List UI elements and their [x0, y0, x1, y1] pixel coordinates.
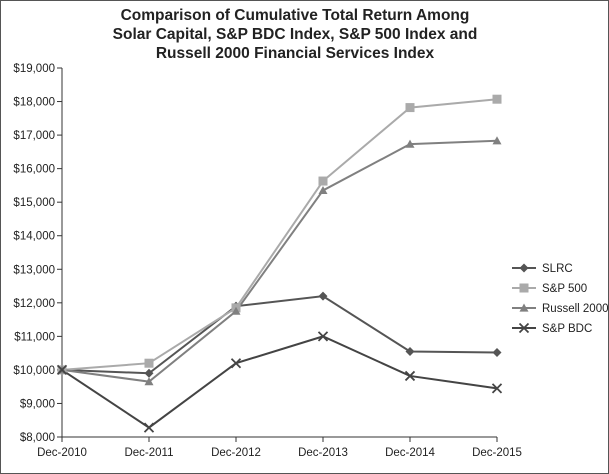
series-line-s-p-bdc [61, 335, 498, 429]
y-tick-label: $12,000 [13, 298, 55, 310]
y-tick-label: $9,000 [20, 398, 55, 410]
y-tick-label: $14,000 [13, 231, 55, 243]
chart-title-line-3: Russell 2000 Financial Services Index [155, 45, 435, 62]
data-point-russell-2000 [492, 136, 502, 145]
data-point-slrc [405, 346, 415, 356]
x-tick-label: Dec-2015 [472, 447, 522, 459]
y-tick-label: $15,000 [13, 197, 55, 209]
series-line-russell-2000 [61, 139, 498, 383]
data-point-s-p-bdc [143, 422, 155, 433]
y-tick-label: $18,000 [13, 97, 55, 109]
legend-label-slrc: SLRC [542, 263, 573, 275]
legend-label-russell-2000: Russell 2000 [542, 303, 608, 315]
data-point-russell-2000 [144, 377, 154, 386]
x-tick-label: Dec-2013 [298, 447, 348, 459]
legend-label-s-p-bdc: S&P BDC [542, 323, 592, 335]
chart-title-line-2: Solar Capital, S&P BDC Index, S&P 500 In… [112, 26, 478, 43]
legend-marker-s-p-bdc [518, 322, 530, 334]
data-point-slrc [492, 347, 502, 357]
y-tick-label: $10,000 [13, 365, 55, 377]
y-tick-label: $17,000 [13, 130, 55, 142]
series-line-slrc [61, 295, 498, 375]
data-point-slrc [318, 291, 328, 301]
y-tick-label: $13,000 [13, 264, 55, 276]
data-point-russell-2000 [318, 185, 328, 195]
data-point-s-p-bdc [491, 383, 503, 394]
data-point-s-p-bdc [317, 331, 329, 342]
data-point-s-p-500 [144, 358, 154, 368]
data-point-s-p-bdc [404, 370, 416, 382]
legend-marker-russell-2000 [519, 303, 529, 312]
data-point-russell-2000 [231, 306, 241, 315]
data-point-s-p-bdc [56, 364, 68, 376]
series-line-s-p-500 [61, 98, 498, 371]
y-tick-label: $8,000 [20, 432, 55, 444]
x-tick-label: Dec-2012 [211, 447, 261, 459]
x-tick-label: Dec-2010 [37, 447, 87, 459]
data-point-russell-2000 [405, 139, 415, 148]
x-tick-label: Dec-2014 [385, 447, 435, 459]
y-tick-label: $16,000 [13, 164, 55, 176]
legend-marker-s-p-500 [519, 283, 529, 293]
chart-title: Comparison of Cumulative Total Return Am… [60, 6, 530, 63]
data-point-slrc [144, 368, 154, 378]
y-tick-label: $11,000 [14, 331, 55, 343]
data-point-s-p-500 [318, 176, 328, 186]
data-point-s-p-500 [492, 94, 502, 104]
y-tick-label: $19,000 [13, 63, 55, 75]
data-point-s-p-500 [405, 103, 415, 113]
data-point-s-p-bdc [230, 358, 242, 369]
legend-label-s-p-500: S&P 500 [542, 283, 587, 295]
legend-marker-slrc [519, 263, 529, 273]
x-tick-label: Dec-2011 [124, 447, 173, 459]
chart-title-line-1: Comparison of Cumulative Total Return Am… [120, 7, 470, 24]
